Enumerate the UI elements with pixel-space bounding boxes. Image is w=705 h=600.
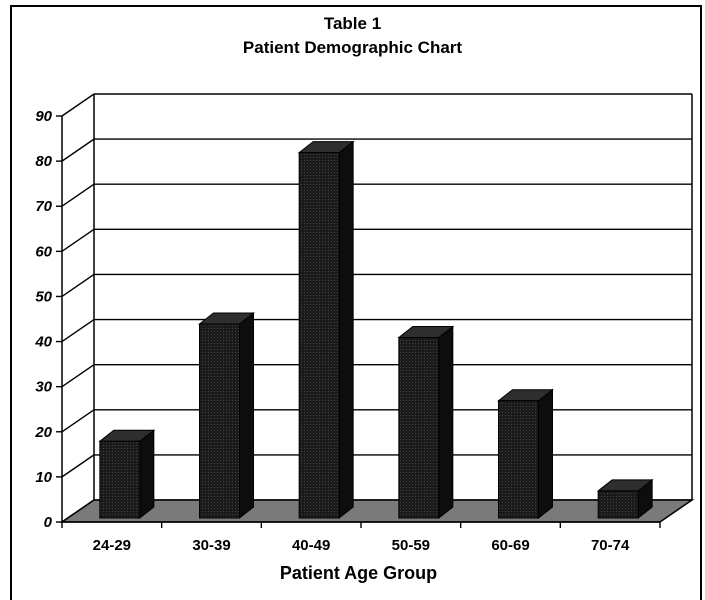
- gridline-side: [61, 93, 95, 117]
- gridline-side: [61, 364, 95, 388]
- x-tick-label: 40-49: [292, 537, 330, 554]
- y-tick-label: 10: [35, 469, 52, 486]
- bar-front: [398, 337, 440, 519]
- y-tick-label: 50: [35, 288, 52, 305]
- x-tick-label: 60-69: [491, 537, 529, 554]
- bar-front: [498, 400, 539, 519]
- y-tick-label: 30: [35, 379, 52, 396]
- bar-side: [338, 140, 354, 520]
- y-tick-label: 0: [44, 514, 53, 531]
- chart-floor: [59, 499, 695, 523]
- gridline-side: [61, 138, 95, 162]
- gridline-side: [61, 454, 95, 478]
- y-tick-label: 70: [35, 198, 52, 215]
- bar-side: [139, 429, 155, 520]
- bar-side: [438, 325, 454, 520]
- x-tick-label: 24-29: [93, 537, 131, 554]
- x-tick-label: 70-74: [591, 537, 630, 554]
- bar-front: [597, 490, 639, 519]
- gridline-side: [61, 409, 95, 433]
- gridline-side: [61, 318, 95, 343]
- x-tick-label: 50-59: [392, 537, 430, 554]
- bar: [497, 388, 554, 520]
- bar: [98, 429, 156, 520]
- gridline-side: [61, 273, 95, 298]
- bar-front: [99, 440, 141, 519]
- chart-title: Table 1: [323, 14, 382, 33]
- bar-side: [239, 311, 254, 520]
- x-axis-label: Patient Age Group: [279, 563, 438, 583]
- y-tick-label: 90: [35, 108, 52, 125]
- bar-front: [298, 152, 340, 519]
- y-tick-label: 20: [34, 424, 52, 441]
- y-tick-label: 80: [35, 153, 52, 170]
- bar-front: [199, 323, 240, 519]
- gridline-side: [61, 183, 95, 207]
- gridline-side: [61, 228, 95, 252]
- bar: [397, 325, 455, 520]
- bar-side: [538, 388, 553, 520]
- x-tick-label: 30-39: [192, 537, 230, 554]
- bar: [198, 311, 255, 520]
- y-tick-label: 60: [35, 243, 52, 260]
- bar: [596, 478, 654, 520]
- y-tick-label: 40: [34, 334, 52, 351]
- chart-subtitle: Patient Demographic Chart: [242, 38, 463, 57]
- chart-frame: [10, 5, 702, 600]
- bar: [297, 140, 355, 520]
